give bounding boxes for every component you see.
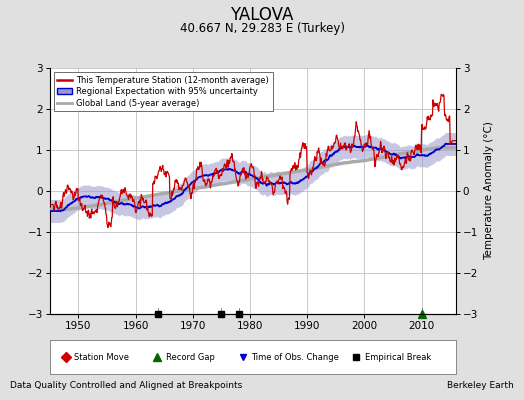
Text: 40.667 N, 29.283 E (Turkey): 40.667 N, 29.283 E (Turkey): [180, 22, 344, 35]
Text: Record Gap: Record Gap: [166, 352, 214, 362]
Text: Station Move: Station Move: [74, 352, 129, 362]
Text: Time of Obs. Change: Time of Obs. Change: [251, 352, 339, 362]
Text: Data Quality Controlled and Aligned at Breakpoints: Data Quality Controlled and Aligned at B…: [10, 381, 243, 390]
Legend: This Temperature Station (12-month average), Regional Expectation with 95% uncer: This Temperature Station (12-month avera…: [54, 72, 272, 111]
Text: Berkeley Earth: Berkeley Earth: [447, 381, 514, 390]
Text: Empirical Break: Empirical Break: [365, 352, 431, 362]
Y-axis label: Temperature Anomaly (°C): Temperature Anomaly (°C): [484, 122, 494, 260]
Text: YALOVA: YALOVA: [231, 6, 293, 24]
